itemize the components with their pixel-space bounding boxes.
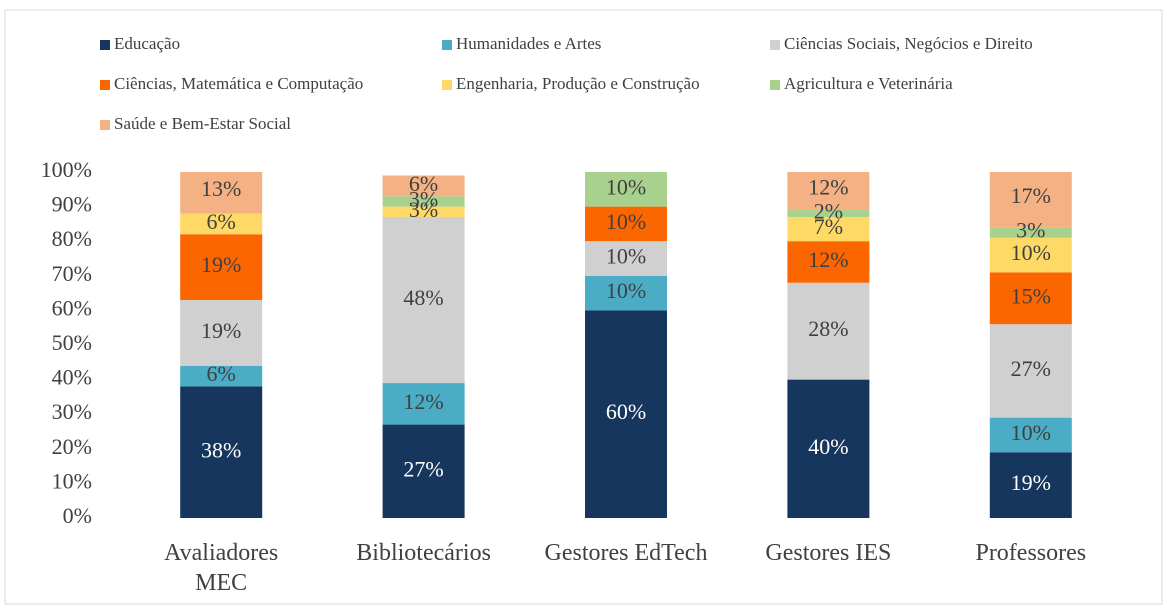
bar-segment: [989, 272, 1072, 325]
data-label: 38%: [201, 437, 241, 462]
bar-segment: [989, 452, 1072, 518]
legend-label: Ciências, Matemática e Computação: [114, 74, 363, 93]
bar-segment: [989, 237, 1072, 273]
data-label: 27%: [1011, 356, 1051, 381]
legend-swatch: [442, 40, 452, 50]
bar-segment: [585, 172, 667, 207]
y-tick-label: 100%: [41, 157, 92, 182]
legend-label: Humanidades e Artes: [456, 34, 601, 53]
data-label: 12%: [403, 389, 443, 414]
data-label: 3%: [409, 186, 438, 211]
data-label: 6%: [409, 171, 438, 196]
legend-label: Agricultura e Veterinária: [784, 74, 953, 93]
y-tick-label: 80%: [52, 226, 92, 251]
data-label: 60%: [606, 399, 646, 424]
data-label: 10%: [606, 278, 646, 303]
data-label: 10%: [606, 174, 646, 199]
x-tick-label: Avaliadores MEC: [164, 540, 279, 596]
bar-segment: [382, 424, 465, 518]
legend-swatch: [770, 40, 780, 50]
y-tick-label: 60%: [52, 295, 92, 320]
bar-segment: [989, 417, 1072, 453]
legend-swatch: [100, 40, 110, 50]
legend-swatch: [442, 80, 452, 90]
y-tick-label: 10%: [52, 468, 92, 493]
legend-label: Engenharia, Produção e Construção: [456, 74, 700, 93]
data-label: 19%: [201, 318, 241, 343]
x-tick-label: Bibliotecários: [356, 540, 491, 566]
legend-swatch: [770, 80, 780, 90]
bar-segment: [787, 172, 870, 211]
data-label: 6%: [207, 361, 236, 386]
data-label: 10%: [606, 209, 646, 234]
chart-border: [4, 9, 1163, 605]
bar-segment: [787, 379, 870, 518]
legend-swatch: [100, 80, 110, 90]
bar-segment: [585, 241, 667, 276]
bar-segment: [382, 383, 465, 425]
bar-segment: [180, 213, 263, 235]
data-label: 6%: [207, 209, 236, 234]
y-tick-label: 30%: [52, 399, 92, 424]
legend-label: Saúde e Bem-Estar Social: [114, 114, 291, 133]
data-label: 19%: [1011, 470, 1051, 495]
data-label: 13%: [201, 176, 241, 201]
x-tick-label: Professores: [975, 540, 1087, 566]
bar-segment: [989, 172, 1072, 228]
y-tick-label: 20%: [52, 434, 92, 459]
bar-segment: [382, 216, 465, 384]
bar-segment: [787, 241, 870, 283]
data-label: 3%: [1016, 218, 1045, 243]
data-label: 12%: [808, 174, 848, 199]
data-label: 48%: [403, 285, 443, 310]
bar-segment: [382, 196, 465, 207]
y-tick-label: 40%: [52, 365, 92, 390]
x-tick-label: Gestores IES: [765, 540, 892, 566]
legend-label: Ciências Sociais, Negócios e Direito: [784, 34, 1033, 53]
legend-swatch: [100, 120, 110, 130]
y-tick-label: 70%: [52, 261, 92, 286]
data-label: 3%: [409, 197, 438, 222]
data-label: 10%: [1011, 420, 1051, 445]
y-tick-label: 50%: [52, 330, 92, 355]
data-label: 40%: [808, 434, 848, 459]
bar-segment: [180, 234, 263, 301]
y-tick-label: 90%: [52, 192, 92, 217]
data-label: 27%: [403, 456, 443, 481]
bar-segment: [989, 227, 1072, 238]
bar-segment: [180, 300, 263, 366]
bar-segment: [585, 310, 667, 518]
data-label: 2%: [814, 199, 843, 224]
data-label: 17%: [1011, 183, 1051, 208]
legend-label: Educação: [114, 34, 180, 53]
bar-segment: [382, 206, 465, 217]
bar-segment: [180, 172, 263, 214]
bar-segment: [787, 282, 870, 380]
data-label: 15%: [1011, 283, 1051, 308]
data-label: 28%: [808, 316, 848, 341]
bar-segment: [787, 216, 870, 242]
y-tick-label: 0%: [63, 503, 92, 528]
plot: [180, 172, 1072, 518]
data-label: 10%: [1011, 240, 1051, 265]
bar-segment: [180, 386, 263, 518]
data-label: 19%: [201, 252, 241, 277]
x-tick-label: Gestores EdTech: [544, 540, 708, 566]
bar-segment: [180, 365, 263, 387]
data-label: 10%: [606, 244, 646, 269]
bar-segment: [787, 210, 870, 217]
bar-segment: [382, 175, 465, 197]
bar-segment: [585, 206, 667, 242]
data-label: 7%: [814, 214, 843, 239]
bar-segment: [585, 275, 667, 311]
data-label: 12%: [808, 247, 848, 272]
bar-segment: [989, 324, 1072, 418]
